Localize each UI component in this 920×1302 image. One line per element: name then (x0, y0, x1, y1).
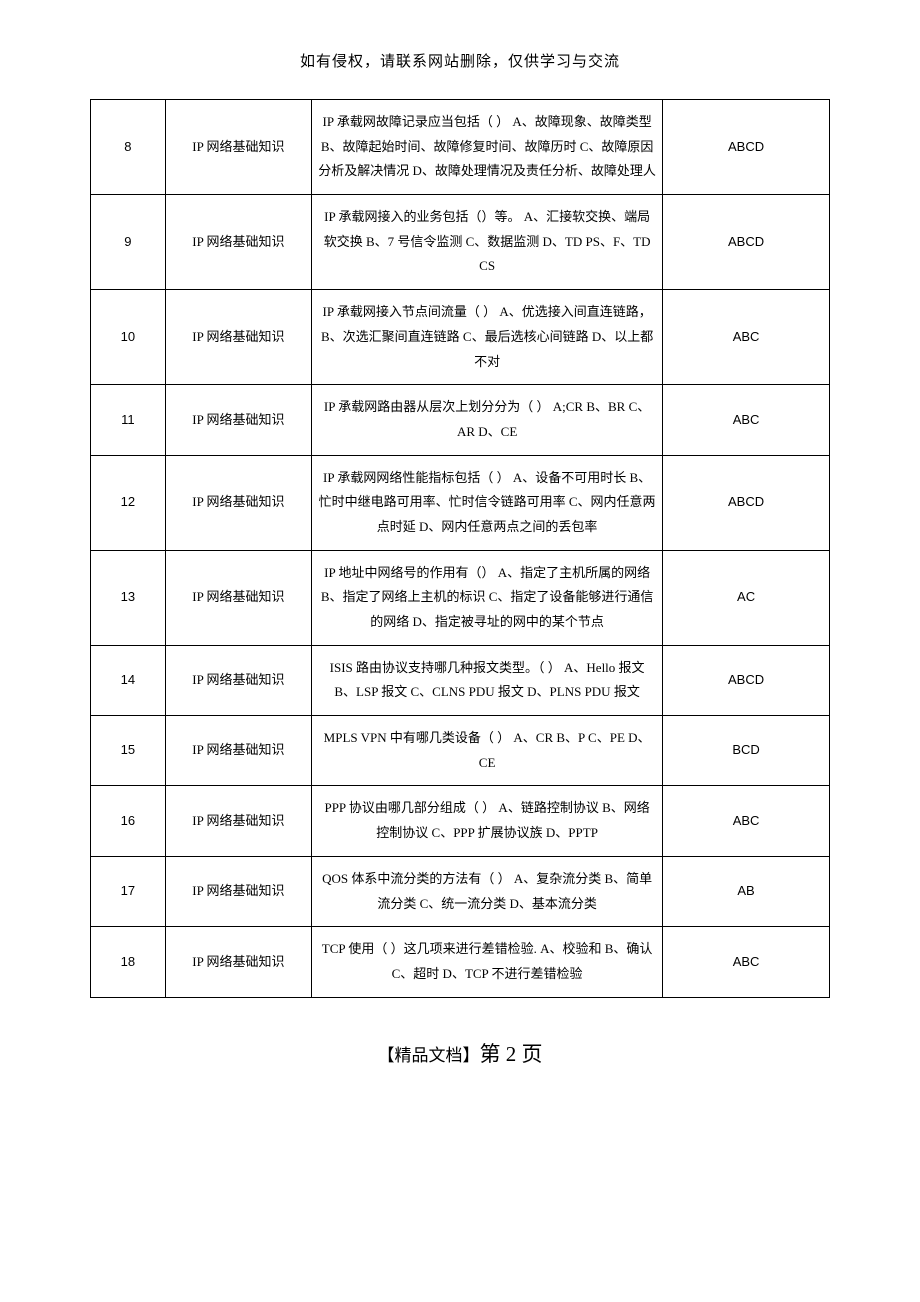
cell-number: 14 (91, 645, 166, 715)
cell-question: TCP 使用（ ）这几项来进行差错检验. A、校验和 B、确认 C、超时 D、T… (312, 927, 663, 997)
cell-question: PPP 协议由哪几部分组成（ ） A、链路控制协议 B、网络控制协议 C、PPP… (312, 786, 663, 856)
cell-question: IP 承载网路由器从层次上划分分为（ ） A;CR B、BR C、AR D、CE (312, 385, 663, 455)
cell-category: IP 网络基础知识 (165, 927, 311, 997)
cell-question: ISIS 路由协议支持哪几种报文类型。（ ） A、Hello 报文 B、LSP … (312, 645, 663, 715)
cell-number: 12 (91, 455, 166, 550)
footer-prefix: 【精品文档】 (378, 1046, 480, 1065)
cell-answer: ABCD (663, 195, 830, 290)
cell-category: IP 网络基础知识 (165, 290, 311, 385)
cell-question: IP 承载网接入节点间流量（ ） A、优选接入间直连链路， B、次选汇聚间直连链… (312, 290, 663, 385)
cell-number: 16 (91, 786, 166, 856)
page-footer: 【精品文档】第 2 页 (90, 1038, 830, 1068)
table-row: 15IP 网络基础知识MPLS VPN 中有哪几类设备（ ） A、CR B、P … (91, 716, 830, 786)
cell-number: 17 (91, 856, 166, 926)
table-row: 14IP 网络基础知识ISIS 路由协议支持哪几种报文类型。（ ） A、Hell… (91, 645, 830, 715)
table-row: 12IP 网络基础知识IP 承载网网络性能指标包括（ ） A、设备不可用时长 B… (91, 455, 830, 550)
cell-answer: AC (663, 550, 830, 645)
cell-question: IP 地址中网络号的作用有（） A、指定了主机所属的网络 B、指定了网络上主机的… (312, 550, 663, 645)
cell-question: MPLS VPN 中有哪几类设备（ ） A、CR B、P C、PE D、CE (312, 716, 663, 786)
cell-number: 9 (91, 195, 166, 290)
cell-answer: AB (663, 856, 830, 926)
cell-question: QOS 体系中流分类的方法有（ ） A、复杂流分类 B、简单流分类 C、统一流分… (312, 856, 663, 926)
cell-question: IP 承载网接入的业务包括（）等。 A、汇接软交换、端局软交换 B、7 号信令监… (312, 195, 663, 290)
table-row: 11IP 网络基础知识IP 承载网路由器从层次上划分分为（ ） A;CR B、B… (91, 385, 830, 455)
cell-category: IP 网络基础知识 (165, 385, 311, 455)
table-row: 9IP 网络基础知识IP 承载网接入的业务包括（）等。 A、汇接软交换、端局软交… (91, 195, 830, 290)
cell-category: IP 网络基础知识 (165, 550, 311, 645)
table-row: 17IP 网络基础知识QOS 体系中流分类的方法有（ ） A、复杂流分类 B、简… (91, 856, 830, 926)
page-container: 如有侵权，请联系网站删除，仅供学习与交流 8IP 网络基础知识IP 承载网故障记… (0, 0, 920, 1108)
table-row: 13IP 网络基础知识IP 地址中网络号的作用有（） A、指定了主机所属的网络 … (91, 550, 830, 645)
cell-answer: ABC (663, 786, 830, 856)
table-row: 8IP 网络基础知识IP 承载网故障记录应当包括（ ） A、故障现象、故障类型 … (91, 100, 830, 195)
cell-answer: ABC (663, 927, 830, 997)
header-note: 如有侵权，请联系网站删除，仅供学习与交流 (90, 50, 830, 71)
table-row: 16IP 网络基础知识PPP 协议由哪几部分组成（ ） A、链路控制协议 B、网… (91, 786, 830, 856)
cell-category: IP 网络基础知识 (165, 645, 311, 715)
table-body: 8IP 网络基础知识IP 承载网故障记录应当包括（ ） A、故障现象、故障类型 … (91, 100, 830, 998)
cell-category: IP 网络基础知识 (165, 786, 311, 856)
cell-category: IP 网络基础知识 (165, 100, 311, 195)
question-table: 8IP 网络基础知识IP 承载网故障记录应当包括（ ） A、故障现象、故障类型 … (90, 99, 830, 998)
cell-category: IP 网络基础知识 (165, 455, 311, 550)
cell-category: IP 网络基础知识 (165, 856, 311, 926)
cell-number: 10 (91, 290, 166, 385)
cell-answer: ABC (663, 385, 830, 455)
cell-answer: ABCD (663, 100, 830, 195)
cell-answer: ABC (663, 290, 830, 385)
cell-number: 8 (91, 100, 166, 195)
cell-category: IP 网络基础知识 (165, 716, 311, 786)
cell-answer: ABCD (663, 645, 830, 715)
table-row: 10IP 网络基础知识IP 承载网接入节点间流量（ ） A、优选接入间直连链路，… (91, 290, 830, 385)
cell-number: 11 (91, 385, 166, 455)
table-row: 18IP 网络基础知识TCP 使用（ ）这几项来进行差错检验. A、校验和 B、… (91, 927, 830, 997)
cell-question: IP 承载网故障记录应当包括（ ） A、故障现象、故障类型 B、故障起始时间、故… (312, 100, 663, 195)
cell-number: 13 (91, 550, 166, 645)
footer-page-number: 第 2 页 (480, 1042, 543, 1066)
cell-number: 18 (91, 927, 166, 997)
cell-question: IP 承载网网络性能指标包括（ ） A、设备不可用时长 B、忙时中继电路可用率、… (312, 455, 663, 550)
cell-answer: ABCD (663, 455, 830, 550)
cell-answer: BCD (663, 716, 830, 786)
cell-category: IP 网络基础知识 (165, 195, 311, 290)
cell-number: 15 (91, 716, 166, 786)
